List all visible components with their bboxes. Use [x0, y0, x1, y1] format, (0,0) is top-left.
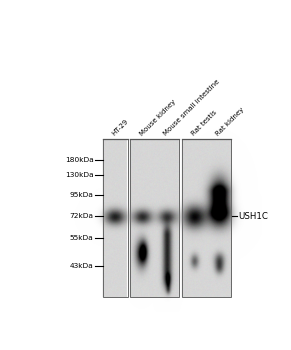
Text: 72kDa: 72kDa	[70, 213, 93, 219]
Text: 55kDa: 55kDa	[70, 234, 93, 240]
Text: 130kDa: 130kDa	[65, 172, 93, 178]
Text: Rat kidney: Rat kidney	[215, 106, 246, 137]
Text: Mouse kidney: Mouse kidney	[138, 98, 177, 137]
Text: 95kDa: 95kDa	[70, 192, 93, 198]
Text: Rat testis: Rat testis	[190, 110, 218, 137]
Text: 180kDa: 180kDa	[65, 156, 93, 162]
Text: Mouse small intestine: Mouse small intestine	[163, 79, 221, 137]
Text: 43kDa: 43kDa	[70, 263, 93, 269]
Text: HT-29: HT-29	[111, 118, 129, 137]
Text: USH1C: USH1C	[238, 212, 268, 221]
